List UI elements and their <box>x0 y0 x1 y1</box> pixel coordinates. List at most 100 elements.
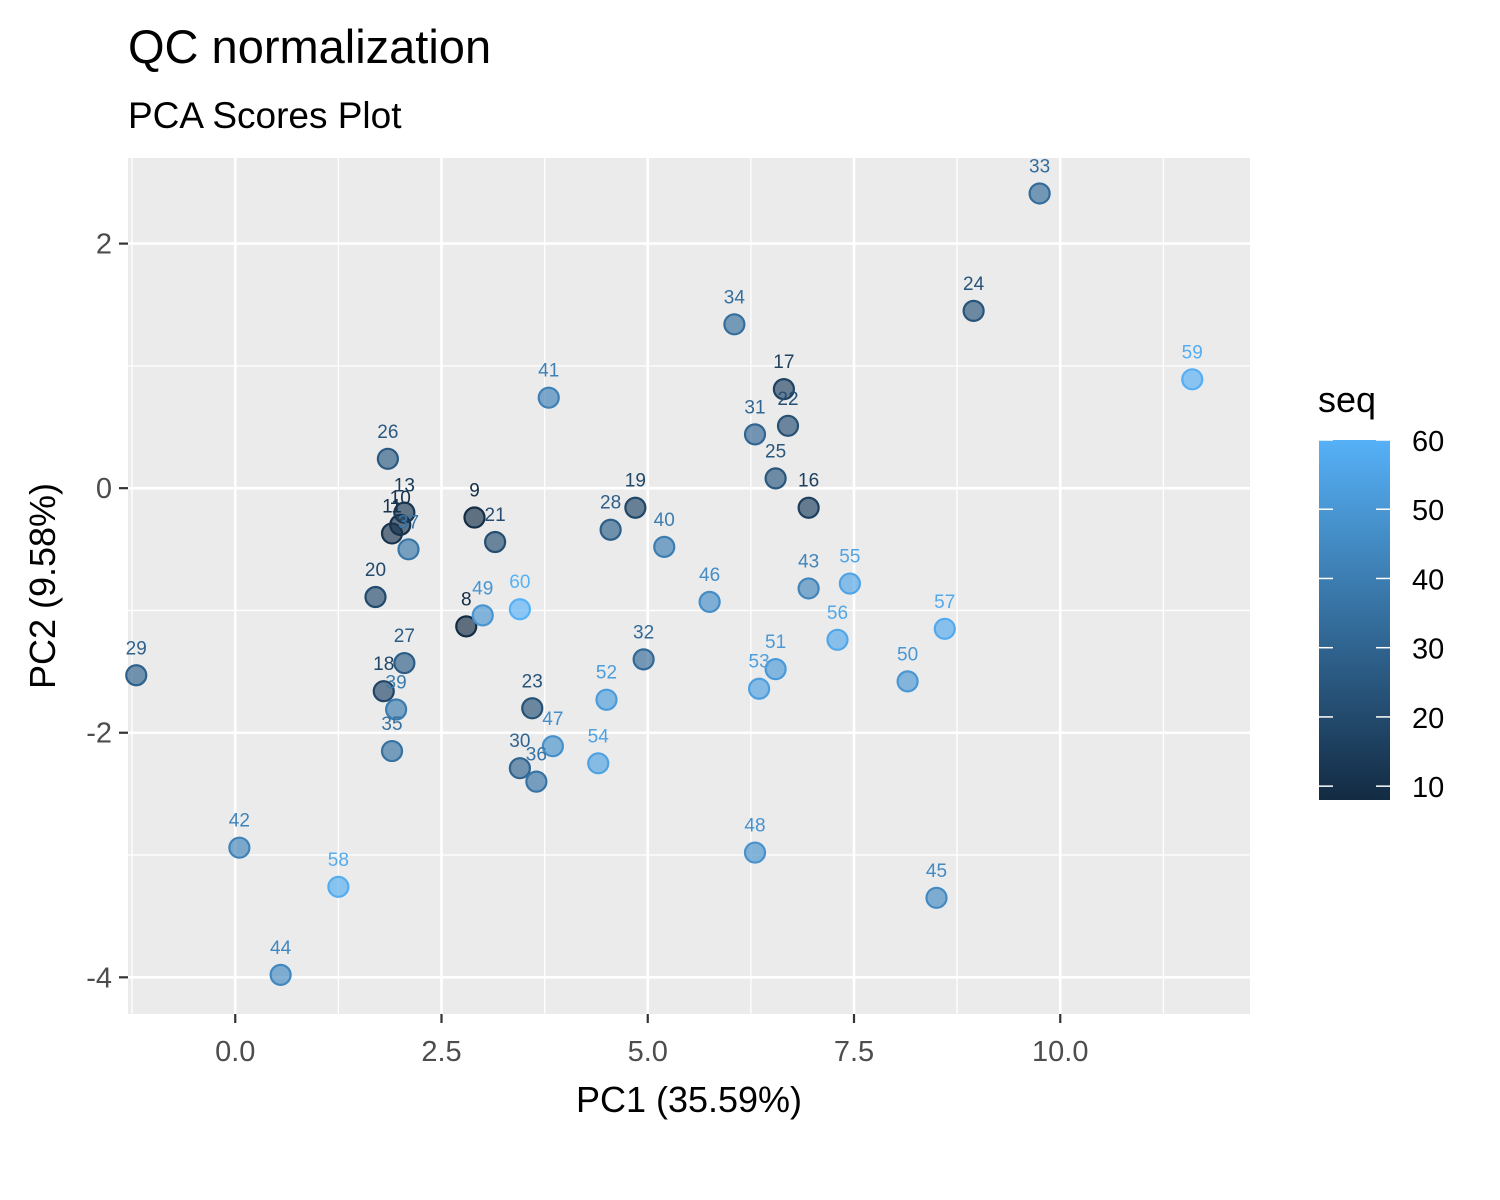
data-point-label: 23 <box>522 671 543 692</box>
data-point <box>776 414 800 437</box>
data-point-label: 59 <box>1182 342 1203 363</box>
x-axis-title: PC1 (35.59%) <box>576 1079 802 1120</box>
y-axis-title: PC2 (9.58%) <box>22 483 63 689</box>
data-point <box>385 698 408 721</box>
data-point-label: 18 <box>373 654 394 675</box>
data-point <box>525 770 548 793</box>
data-point-label: 24 <box>963 274 985 295</box>
data-point <box>743 841 767 864</box>
data-point <box>743 423 767 446</box>
data-point <box>397 538 420 561</box>
legend-ticks: 10 20 30 40 50 60 <box>1319 426 1444 804</box>
data-point-label: 42 <box>229 811 250 832</box>
data-point-label: 21 <box>485 505 506 526</box>
data-point-label: 46 <box>699 565 720 586</box>
data-point-label: 57 <box>934 592 955 613</box>
legend: seq 10 20 30 40 50 60 <box>1318 379 1444 804</box>
data-point <box>521 697 544 720</box>
data-point-label: 52 <box>596 663 617 684</box>
data-point-label: 53 <box>749 652 770 673</box>
data-point-label: 55 <box>839 547 860 568</box>
data-point <box>455 615 478 638</box>
data-point <box>797 577 820 600</box>
data-point-label: 17 <box>773 352 794 373</box>
data-point-label: 31 <box>744 397 765 418</box>
data-point-label: 58 <box>328 850 349 871</box>
data-point <box>1028 182 1051 205</box>
data-point-label: 35 <box>381 714 402 735</box>
data-point <box>364 585 387 609</box>
data-point-label: 27 <box>394 626 415 647</box>
data-point-label: 28 <box>600 493 621 514</box>
x-tick-label: 2.5 <box>421 1036 461 1068</box>
data-point <box>587 752 610 775</box>
data-point <box>962 299 985 322</box>
data-point-label: 40 <box>654 510 675 531</box>
x-axis: 0.0 2.5 5.0 7.5 10.0 <box>215 1014 1088 1068</box>
data-point <box>372 680 395 703</box>
x-tick-label: 7.5 <box>834 1036 874 1068</box>
data-point <box>393 501 416 524</box>
data-point-label: 60 <box>509 572 530 593</box>
data-point <box>463 506 486 529</box>
data-point-label: 36 <box>526 745 547 766</box>
data-point <box>380 522 404 545</box>
data-point <box>826 628 849 651</box>
data-point <box>1181 368 1204 391</box>
data-point-label: 37 <box>398 512 419 533</box>
y-tick-label: -2 <box>86 718 112 750</box>
data-point <box>508 757 531 780</box>
data-point-label: 54 <box>588 726 610 747</box>
data-point <box>772 378 795 401</box>
data-point <box>632 648 655 671</box>
points-layer <box>125 182 1204 986</box>
data-point-label: 41 <box>538 361 559 382</box>
legend-tick-label: 30 <box>1412 634 1444 666</box>
data-point-label: 51 <box>765 632 786 653</box>
data-point <box>393 651 416 675</box>
data-point <box>508 598 531 621</box>
data-point-label: 43 <box>798 551 819 572</box>
x-tick-label: 0.0 <box>215 1036 255 1068</box>
legend-title: seq <box>1318 379 1376 420</box>
x-tick-label: 5.0 <box>628 1036 668 1068</box>
data-point <box>748 677 771 700</box>
legend-tick-label: 20 <box>1412 703 1444 735</box>
data-point <box>595 688 618 711</box>
data-point <box>764 467 787 490</box>
data-point-label: 45 <box>926 861 947 882</box>
data-point <box>624 496 647 519</box>
data-point <box>376 447 399 470</box>
data-point <box>925 886 948 909</box>
data-point-label: 20 <box>365 560 386 581</box>
chart-title: QC normalization <box>128 20 491 73</box>
legend-tick-label: 50 <box>1412 495 1444 527</box>
data-point <box>380 739 404 763</box>
data-point-label: 49 <box>472 578 493 599</box>
data-point-label: 30 <box>509 731 530 752</box>
data-point-label: 34 <box>724 287 746 308</box>
y-tick-label: 2 <box>96 229 112 261</box>
data-point-label: 13 <box>394 476 415 497</box>
data-point <box>896 670 919 693</box>
data-point-label: 50 <box>897 644 918 665</box>
grid-minor <box>128 158 1250 1014</box>
data-point-label: 32 <box>633 622 654 643</box>
data-point <box>599 518 622 541</box>
data-point-label: 8 <box>461 589 472 610</box>
data-point <box>764 658 787 681</box>
plot-panel <box>128 158 1250 1014</box>
data-point <box>541 735 564 758</box>
data-point-label: 33 <box>1029 156 1050 177</box>
data-point-label: 44 <box>270 938 292 959</box>
data-point <box>797 496 820 519</box>
legend-colorbar <box>1319 440 1390 800</box>
data-point <box>269 963 292 986</box>
data-point-label: 11 <box>382 496 402 517</box>
data-point-label: 26 <box>377 422 398 443</box>
data-point <box>933 617 956 640</box>
data-point <box>125 664 148 687</box>
y-axis: -4 -2 0 2 <box>86 229 128 994</box>
y-tick-label: -4 <box>86 962 112 994</box>
